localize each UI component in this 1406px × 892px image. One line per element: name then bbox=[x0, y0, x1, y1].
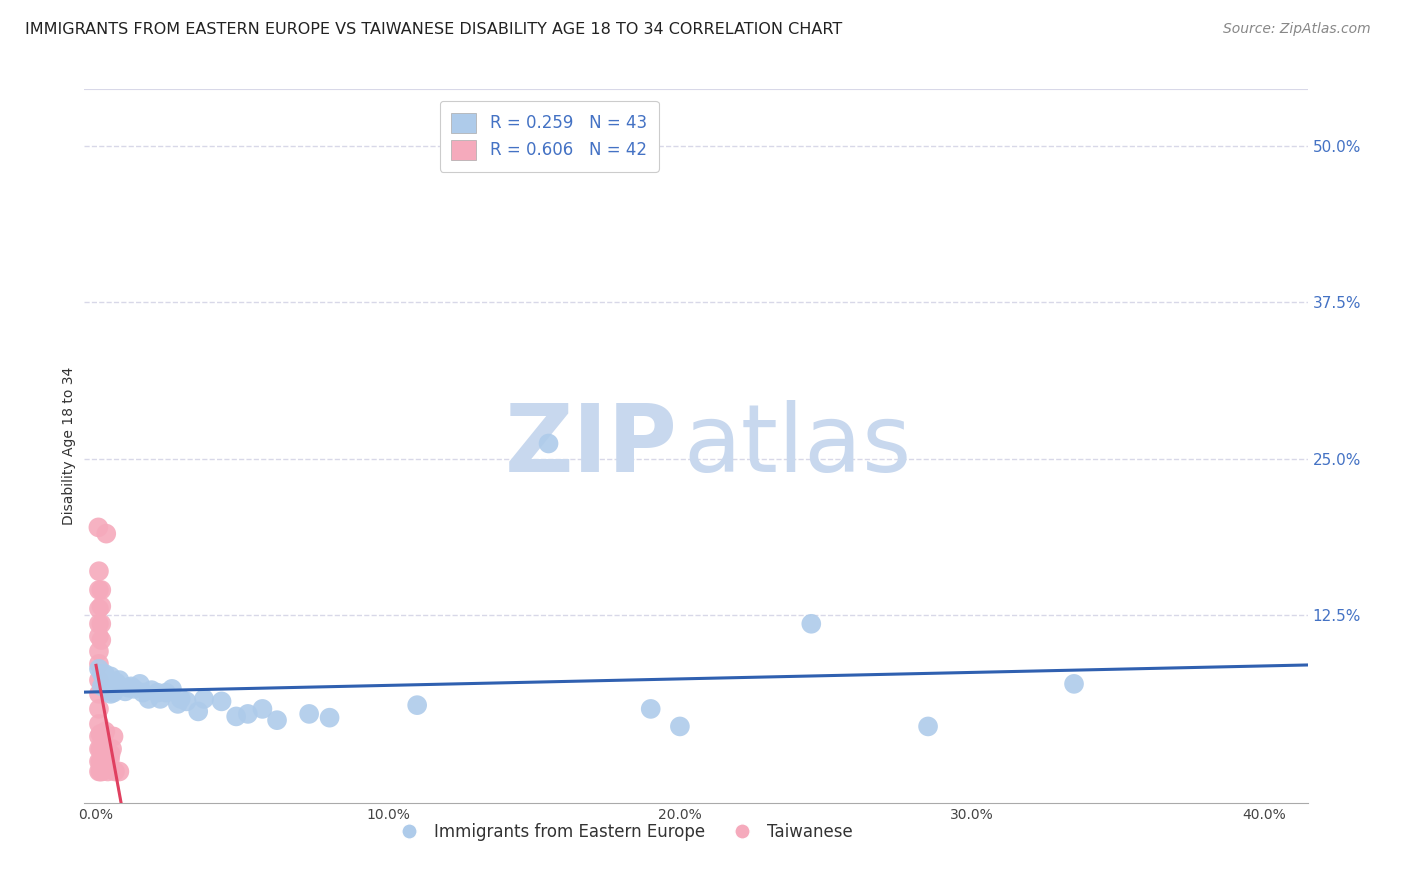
Point bbox=[93, 739, 115, 754]
Point bbox=[87, 687, 110, 701]
Point bbox=[108, 764, 131, 779]
Point bbox=[101, 742, 124, 756]
Point bbox=[87, 564, 110, 578]
Point bbox=[87, 662, 110, 676]
Point bbox=[640, 702, 662, 716]
Point bbox=[90, 679, 112, 693]
Point bbox=[87, 764, 110, 779]
Point bbox=[117, 681, 139, 695]
Point bbox=[87, 717, 110, 731]
Point bbox=[128, 677, 150, 691]
Text: IMMIGRANTS FROM EASTERN EUROPE VS TAIWANESE DISABILITY AGE 18 TO 34 CORRELATION : IMMIGRANTS FROM EASTERN EUROPE VS TAIWAN… bbox=[25, 22, 842, 37]
Point bbox=[1063, 677, 1085, 691]
Point bbox=[406, 698, 429, 713]
Point bbox=[90, 666, 112, 681]
Point bbox=[100, 747, 122, 761]
Point bbox=[108, 673, 131, 687]
Point bbox=[155, 685, 177, 699]
Point bbox=[89, 727, 111, 741]
Point bbox=[91, 737, 114, 751]
Point bbox=[120, 679, 142, 693]
Point bbox=[87, 582, 110, 597]
Point bbox=[87, 730, 110, 744]
Text: Source: ZipAtlas.com: Source: ZipAtlas.com bbox=[1223, 22, 1371, 37]
Point bbox=[91, 749, 114, 764]
Point bbox=[89, 742, 111, 756]
Point bbox=[917, 719, 939, 733]
Text: atlas: atlas bbox=[683, 400, 912, 492]
Point bbox=[100, 687, 122, 701]
Point bbox=[90, 755, 112, 769]
Point bbox=[193, 692, 215, 706]
Point bbox=[97, 675, 120, 690]
Point bbox=[87, 616, 110, 631]
Point bbox=[800, 616, 823, 631]
Point bbox=[669, 719, 692, 733]
Point bbox=[114, 684, 136, 698]
Point bbox=[89, 764, 111, 779]
Point bbox=[97, 683, 120, 698]
Point bbox=[87, 601, 110, 615]
Point bbox=[87, 629, 110, 643]
Point bbox=[318, 711, 340, 725]
Point bbox=[298, 706, 321, 721]
Point bbox=[87, 644, 110, 658]
Point bbox=[96, 526, 118, 541]
Point bbox=[97, 764, 120, 779]
Point bbox=[94, 724, 117, 739]
Point bbox=[90, 764, 112, 779]
Point bbox=[166, 697, 188, 711]
Point bbox=[100, 669, 122, 683]
Point bbox=[98, 752, 121, 766]
Point bbox=[252, 702, 274, 716]
Point bbox=[105, 675, 128, 690]
Point bbox=[141, 683, 163, 698]
Point bbox=[91, 733, 114, 747]
Point bbox=[87, 742, 110, 756]
Point bbox=[90, 616, 112, 631]
Point bbox=[87, 657, 110, 671]
Text: ZIP: ZIP bbox=[505, 400, 678, 492]
Point bbox=[211, 694, 233, 708]
Point bbox=[103, 685, 125, 699]
Point bbox=[236, 706, 259, 721]
Point bbox=[94, 666, 117, 681]
Point bbox=[87, 673, 110, 687]
Point bbox=[90, 599, 112, 614]
Point bbox=[91, 746, 114, 760]
Y-axis label: Disability Age 18 to 34: Disability Age 18 to 34 bbox=[62, 367, 76, 525]
Legend: Immigrants from Eastern Europe, Taiwanese: Immigrants from Eastern Europe, Taiwanes… bbox=[385, 817, 859, 848]
Point bbox=[87, 702, 110, 716]
Point bbox=[138, 692, 160, 706]
Point bbox=[87, 520, 110, 534]
Point bbox=[225, 709, 247, 723]
Point bbox=[97, 758, 120, 772]
Point bbox=[146, 685, 169, 699]
Point bbox=[89, 755, 111, 769]
Point bbox=[87, 755, 110, 769]
Point bbox=[90, 633, 112, 648]
Point bbox=[90, 582, 112, 597]
Point bbox=[104, 764, 127, 779]
Point bbox=[132, 685, 155, 699]
Point bbox=[537, 436, 560, 450]
Point bbox=[149, 692, 172, 706]
Point bbox=[103, 730, 125, 744]
Point bbox=[94, 672, 117, 686]
Point bbox=[160, 681, 183, 696]
Point bbox=[176, 694, 198, 708]
Point bbox=[122, 681, 145, 696]
Point bbox=[93, 727, 115, 741]
Point bbox=[187, 705, 209, 719]
Point bbox=[266, 713, 288, 727]
Point bbox=[170, 692, 193, 706]
